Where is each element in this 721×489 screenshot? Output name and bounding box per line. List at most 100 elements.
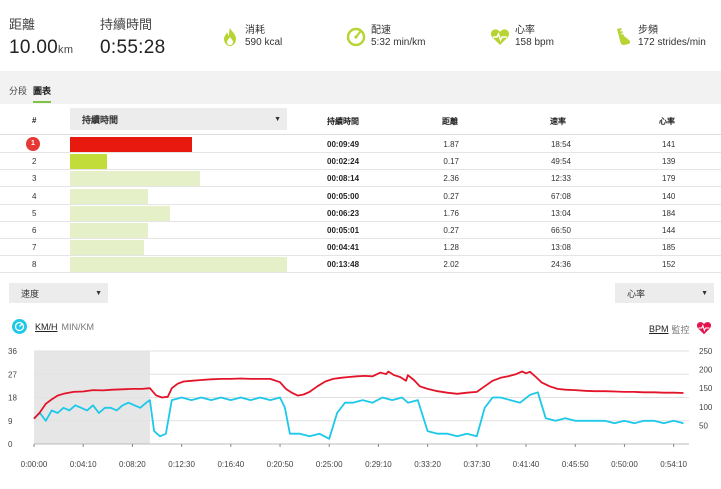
- lap-duration: 00:06:23: [327, 208, 360, 218]
- y-right-tick-label: 200: [699, 366, 713, 375]
- duration-value: 0:55:28: [100, 37, 166, 58]
- bar-metric-select[interactable]: 持續時間 ▼: [70, 108, 287, 130]
- lap-number: 5: [32, 208, 37, 218]
- distance-stat: 距離 10.00km: [9, 14, 73, 59]
- heart-rate-icon: [696, 321, 712, 337]
- lap-pace: 18:54: [550, 140, 571, 149]
- cadence-label: 步頻: [638, 25, 658, 36]
- table-row[interactable]: 5 00:06:23 1.76 13:04 184: [0, 205, 721, 222]
- lap-number: 7: [32, 243, 37, 253]
- lap-bar: [70, 223, 148, 238]
- lap-duration: 00:09:49: [327, 140, 360, 149]
- distance-label: 距離: [9, 17, 36, 32]
- lap-duration: 00:05:00: [327, 191, 360, 201]
- unit-minkm-link[interactable]: MIN/KM: [61, 321, 95, 332]
- table-row[interactable]: 8 00:13:48 2.02 24:36 152: [0, 256, 721, 274]
- lap-number: 6: [32, 226, 37, 235]
- speedometer-icon: [345, 26, 367, 48]
- heart-rate-series-line: [33, 370, 684, 420]
- lap-distance: 1.28: [443, 243, 459, 253]
- lap-bar: [70, 257, 287, 273]
- pace-value: 5:32 min/km: [371, 37, 426, 48]
- lap-number: 8: [32, 260, 37, 270]
- col-duration-header[interactable]: 持續時間: [327, 117, 359, 126]
- distance-value: 10.00km: [9, 37, 74, 58]
- lap-number: 4: [32, 191, 37, 201]
- duration-label: 持續時間: [100, 17, 153, 32]
- left-metric-select[interactable]: 速度 ▼: [9, 283, 108, 303]
- bar-metric-select-value: 持續時間: [82, 114, 119, 125]
- lap-bar: [70, 205, 170, 221]
- lap-distance: 1.76: [443, 208, 459, 218]
- x-tick-label: 0:54:10: [660, 460, 687, 469]
- distance-unit: km: [58, 44, 74, 56]
- x-tick-label: 0:00:00: [21, 460, 48, 469]
- lap-heart-rate: 140: [662, 191, 676, 201]
- x-tick-label: 0:20:50: [267, 460, 294, 469]
- calories-stat: 消耗 590 kcal: [219, 25, 282, 49]
- lap-number: 1: [26, 137, 40, 151]
- x-tick-label: 0:33:20: [414, 460, 441, 469]
- y-right-tick-label: 250: [699, 347, 713, 356]
- left-metric-select-value: 速度: [21, 288, 40, 299]
- lap-heart-rate: 179: [662, 174, 676, 184]
- lap-pace: 12:33: [550, 174, 571, 184]
- table-row[interactable]: 3 00:08:14 2.36 12:33 179: [0, 170, 721, 188]
- tab-splits[interactable]: 分段: [9, 86, 28, 96]
- lap-heart-rate: 139: [662, 157, 676, 167]
- x-tick-label: 0:41:40: [513, 460, 540, 469]
- lap-pace: 13:04: [550, 208, 571, 218]
- table-row[interactable]: 6 00:05:01 0.27 66:50 144: [0, 222, 721, 239]
- table-row[interactable]: 4 00:05:00 0.27 67:08 140: [0, 188, 721, 205]
- x-tick-label: 0:12:30: [168, 460, 195, 469]
- lap-distance: 2.36: [443, 174, 459, 184]
- x-tick-label: 0:29:10: [365, 460, 392, 469]
- lap-number: 3: [32, 174, 37, 184]
- speed-hr-chart[interactable]: 0 9 18 27 36 50 100 150 200 250 0:00:00 0:04:10 0:08…: [0, 344, 721, 489]
- lap-heart-rate: 152: [662, 260, 676, 270]
- lap-pace: 66:50: [550, 226, 571, 235]
- unit-monitor-link[interactable]: 監控: [671, 324, 690, 335]
- cadence-value: 172 strides/min: [638, 37, 706, 48]
- x-tick-label: 0:25:00: [316, 460, 343, 469]
- lap-duration: 00:08:14: [327, 174, 360, 184]
- lap-pace: 49:54: [550, 157, 571, 167]
- tab-bar: 分段 圖表: [0, 71, 721, 104]
- lap-pace: 24:36: [550, 260, 571, 270]
- heart-rate-label: 心率: [515, 25, 535, 36]
- table-row[interactable]: 2 00:02:24 0.17 49:54 139: [0, 153, 721, 171]
- lap-heart-rate: 141: [662, 140, 676, 149]
- lap-duration: 00:04:41: [327, 243, 360, 253]
- right-metric-select[interactable]: 心率 ▼: [615, 283, 714, 303]
- y-right-tick-label: 100: [699, 403, 713, 412]
- col-index-header: #: [32, 116, 37, 125]
- table-row[interactable]: 7 00:04:41 1.28 13:08 185: [0, 239, 721, 257]
- chevron-down-icon: ▼: [701, 289, 708, 297]
- chevron-down-icon: ▼: [95, 289, 102, 297]
- x-tick-label: 0:16:40: [217, 460, 244, 469]
- flame-icon: [219, 26, 241, 48]
- lap-distance: 0.27: [443, 226, 459, 235]
- shoe-icon: [612, 26, 634, 48]
- lap-heart-rate: 185: [662, 243, 676, 253]
- col-pace-header[interactable]: 速率: [550, 117, 566, 126]
- lap-distance: 0.17: [443, 157, 459, 167]
- right-metric-select-value: 心率: [627, 288, 646, 299]
- lap-duration: 00:13:48: [327, 260, 360, 270]
- lap-bar: [70, 154, 107, 170]
- unit-bpm-link[interactable]: BPM: [649, 324, 669, 334]
- x-tick-label: 0:37:30: [463, 460, 490, 469]
- calories-value: 590 kcal: [245, 37, 283, 48]
- y-left-tick-label: 9: [8, 417, 13, 426]
- lap-duration: 00:02:24: [327, 157, 360, 167]
- pace-stat: 配速 5:32 min/km: [345, 25, 425, 49]
- unit-kmh-link[interactable]: KM/H: [35, 321, 58, 332]
- speed-gauge-icon: [12, 319, 27, 334]
- table-row[interactable]: 1 00:09:49 1.87 18:54 141: [0, 136, 721, 153]
- col-distance-header[interactable]: 距離: [442, 117, 458, 126]
- right-unit-toggle: BPM 監控: [649, 321, 712, 337]
- lap-number: 2: [32, 157, 37, 167]
- duration-stat: 持續時間 0:55:28: [100, 14, 166, 59]
- col-hr-header[interactable]: 心率: [659, 117, 675, 126]
- tab-chart[interactable]: 圖表: [33, 86, 52, 103]
